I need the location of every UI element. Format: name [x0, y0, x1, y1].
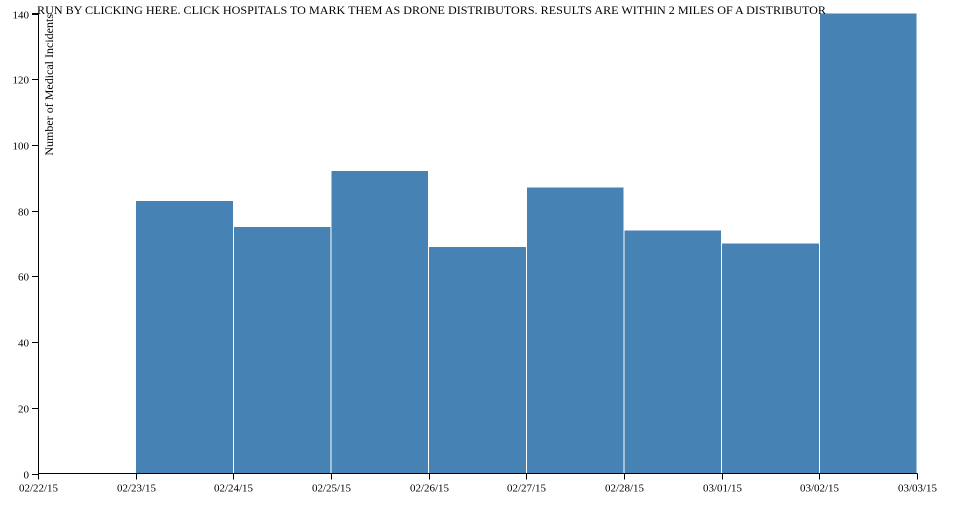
x-tick-label-02-23-15: 02/23/15 — [117, 483, 157, 495]
x-tick-label-03-03-15: 03/03/15 — [898, 483, 938, 495]
bar-02-27-15 — [526, 187, 624, 474]
x-tick-label-02-26-15: 02/26/15 — [410, 483, 450, 495]
bar-02-23-15 — [136, 200, 233, 474]
x-tick-label-03-01-15: 03/01/15 — [703, 483, 743, 495]
x-tick-label-02-25-15: 02/25/15 — [312, 483, 352, 495]
run-button[interactable]: RUN BY CLICKING HERE. CLICK HOSPITALS TO… — [37, 3, 826, 17]
x-tick-label-02-24-15: 02/24/15 — [214, 483, 254, 495]
bar-02-26-15 — [429, 246, 526, 474]
x-tick-label-02-22-15: 02/22/15 — [19, 483, 59, 495]
bar-03-02-15 — [819, 13, 917, 474]
bar-02-24-15 — [233, 227, 331, 474]
y-tick-label-20: 20 — [18, 403, 30, 415]
y-axis-label: Number of Medical Incidents — [42, 14, 56, 156]
y-tick-label-120: 120 — [13, 74, 30, 86]
y-tick-label-80: 80 — [18, 206, 30, 218]
x-axis: 02/22/15 02/23/15 02/24/15 02/25/15 02/26/15… — [19, 473, 938, 495]
bar-02-25-15 — [331, 171, 429, 474]
bar-02-28-15 — [624, 230, 722, 474]
y-tick-label-40: 40 — [18, 337, 30, 349]
y-tick-label-140: 140 — [13, 9, 30, 21]
bar-03-01-15 — [722, 243, 819, 474]
y-axis: 0 20 40 60 80 100 120 140 — [13, 9, 39, 481]
x-tick-label-02-28-15: 02/28/15 — [605, 483, 645, 495]
y-tick-label-0: 0 — [24, 469, 30, 481]
bars-layer — [136, 13, 917, 474]
y-tick-label-100: 100 — [13, 140, 30, 152]
x-tick-label-03-02-15: 03/02/15 — [800, 483, 840, 495]
y-tick-label-60: 60 — [18, 271, 30, 283]
x-tick-label-02-27-15: 02/27/15 — [507, 483, 547, 495]
